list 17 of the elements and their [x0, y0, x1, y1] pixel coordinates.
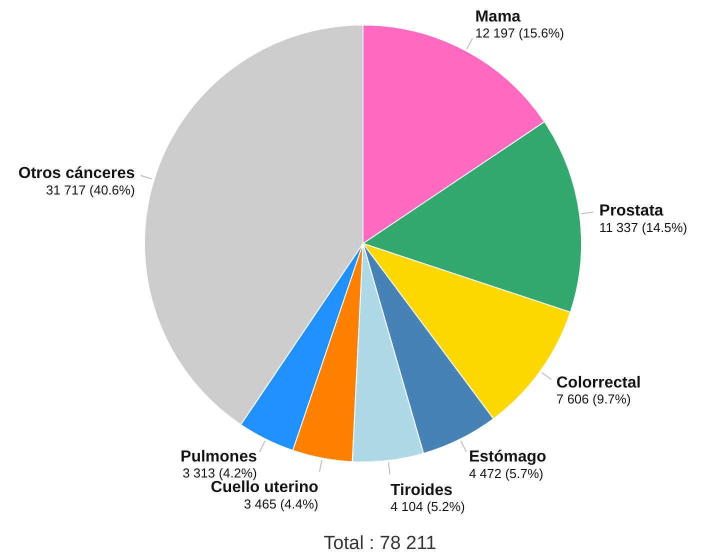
data-label: 4 472 (5.7%)	[468, 466, 544, 481]
data-label: 7 606 (9.7%)	[556, 392, 631, 407]
data-label: 12 197 (15.6%)	[475, 26, 564, 41]
slice-label: Prostata	[599, 202, 664, 220]
text: Total : 78 211	[324, 533, 436, 554]
slice-label: Mama	[475, 8, 521, 26]
data-label: 4 104 (5.2%)	[390, 498, 465, 514]
data-label: 3 313 (4.2%)	[182, 466, 258, 481]
data-label: 31 717 (40.6%)	[46, 182, 135, 198]
slice-label: Otros cánceres	[18, 165, 136, 182]
slice-label: Colorrectal	[556, 374, 641, 392]
slice-label: Estómago	[468, 448, 547, 466]
slice-label: Tiroides	[390, 482, 453, 499]
slice-label: Pulmones	[180, 448, 258, 466]
data-label: 3 465 (4.4%)	[244, 496, 318, 512]
data-label: 11 337 (14.5%)	[599, 220, 688, 235]
slice-label: Cuello uterino	[210, 479, 319, 496]
